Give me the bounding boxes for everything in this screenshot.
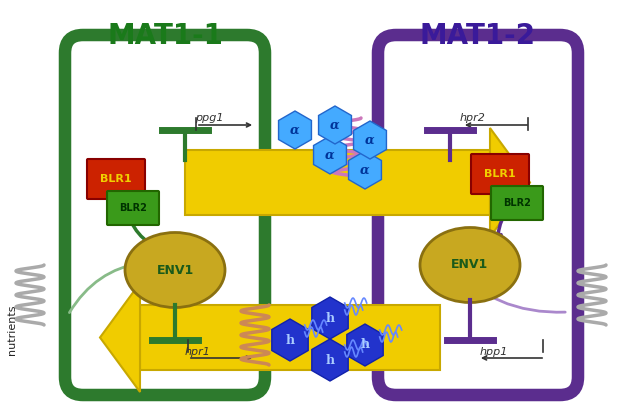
Text: ppg1: ppg1	[195, 113, 224, 123]
Polygon shape	[185, 150, 490, 215]
FancyBboxPatch shape	[107, 191, 159, 225]
Text: α: α	[365, 133, 375, 147]
Text: hpr1: hpr1	[185, 347, 211, 357]
FancyBboxPatch shape	[471, 154, 529, 194]
FancyBboxPatch shape	[87, 159, 145, 199]
Polygon shape	[312, 297, 348, 339]
Ellipse shape	[125, 232, 225, 307]
Text: α: α	[290, 124, 300, 136]
FancyBboxPatch shape	[378, 35, 578, 395]
Polygon shape	[313, 136, 347, 174]
Text: BLR2: BLR2	[119, 203, 147, 213]
Polygon shape	[100, 283, 140, 392]
Polygon shape	[347, 324, 383, 366]
Ellipse shape	[420, 227, 520, 302]
Text: MAT1-1: MAT1-1	[107, 22, 223, 50]
Polygon shape	[318, 106, 352, 144]
Polygon shape	[279, 111, 311, 149]
Polygon shape	[312, 339, 348, 381]
Text: ENV1: ENV1	[156, 264, 193, 276]
Text: hpr2: hpr2	[460, 113, 486, 123]
Text: MAT1-2: MAT1-2	[420, 22, 536, 50]
Polygon shape	[490, 128, 530, 237]
Text: α: α	[330, 119, 340, 131]
Text: BLR1: BLR1	[100, 174, 132, 184]
FancyBboxPatch shape	[491, 186, 543, 220]
Text: hpp1: hpp1	[480, 347, 509, 357]
Text: α: α	[325, 148, 335, 162]
Polygon shape	[354, 121, 386, 159]
Text: h: h	[286, 333, 295, 346]
Text: ENV1: ENV1	[452, 258, 489, 272]
Text: nutrients: nutrients	[7, 305, 17, 355]
Polygon shape	[140, 305, 440, 370]
FancyBboxPatch shape	[65, 35, 265, 395]
Text: h: h	[360, 339, 369, 351]
Polygon shape	[349, 151, 381, 189]
Text: α: α	[360, 164, 370, 176]
Text: h: h	[325, 353, 335, 367]
Text: BLR1: BLR1	[484, 169, 516, 179]
Text: h: h	[325, 311, 335, 325]
Text: BLR2: BLR2	[503, 198, 531, 208]
Polygon shape	[272, 319, 308, 361]
